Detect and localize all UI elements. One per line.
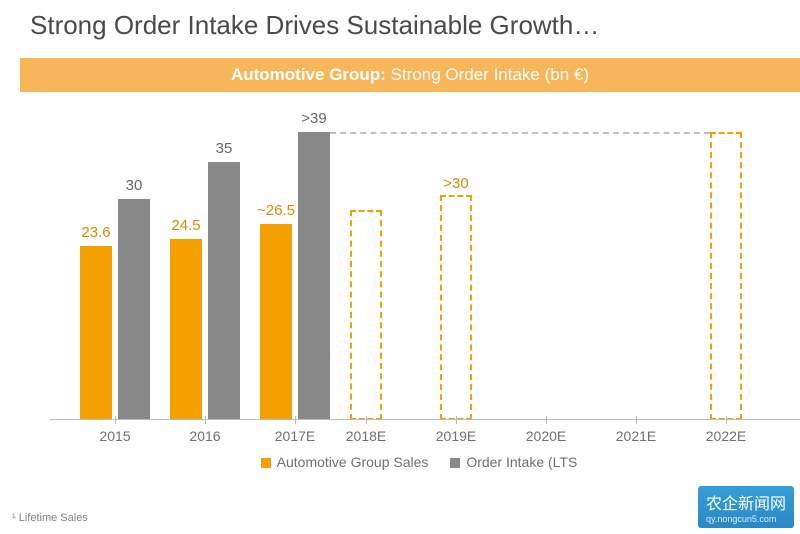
axis-tick: [456, 416, 457, 424]
axis-label: 2017E: [275, 428, 315, 444]
guide-line: [330, 132, 710, 134]
bar-projection: >30: [440, 195, 472, 420]
axis-label: 2021E: [616, 428, 656, 444]
bar-sales: 23.6: [80, 246, 112, 420]
bar-order: >39: [298, 132, 330, 420]
x-axis: 201520162017E2018E2019E2020E2021E2022E: [50, 419, 800, 420]
bar-order: 30: [118, 199, 150, 420]
axis-label: 2022E: [706, 428, 746, 444]
legend-label-order: Order Intake (LTS: [466, 454, 577, 470]
axis-label: 2018E: [346, 428, 386, 444]
bar-order: 35: [208, 162, 240, 420]
bar-label: 35: [216, 140, 233, 157]
chart-area: 23.63024.535~26.5>39>30 201520162017E201…: [20, 110, 800, 470]
legend-swatch-orange: [261, 458, 271, 468]
bar-label: 30: [126, 177, 143, 194]
chart-banner: Automotive Group: Strong Order Intake (b…: [20, 58, 800, 92]
axis-label: 2016: [189, 428, 220, 444]
legend-label-sales: Automotive Group Sales: [277, 454, 429, 470]
axis-label: 2015: [99, 428, 130, 444]
watermark-main: 农企新闻网: [706, 496, 786, 513]
banner-bold: Automotive Group:: [231, 65, 386, 84]
bar-projection: [710, 132, 742, 420]
banner-rest: Strong Order Intake (bn €): [386, 65, 589, 84]
bar-label: 23.6: [81, 224, 110, 241]
bar-label: >30: [443, 175, 468, 192]
bar-sales: ~26.5: [260, 224, 292, 420]
axis-tick: [115, 416, 116, 424]
legend: Automotive Group Sales Order Intake (LTS: [20, 454, 800, 470]
watermark: 农企新闻网 qy.nongcun5.com: [698, 486, 794, 528]
watermark-sub: qy.nongcun5.com: [706, 514, 786, 524]
axis-tick: [205, 416, 206, 424]
axis-label: 2020E: [526, 428, 566, 444]
bar-label: ~26.5: [257, 202, 295, 219]
bar-projection: [350, 210, 382, 420]
legend-swatch-gray: [450, 458, 460, 468]
axis-tick: [546, 416, 547, 424]
page-title: Strong Order Intake Drives Sustainable G…: [30, 10, 599, 41]
bar-label: 24.5: [171, 217, 200, 234]
bar-sales: 24.5: [170, 239, 202, 420]
plot-area: 23.63024.535~26.5>39>30: [50, 110, 800, 420]
axis-tick: [726, 416, 727, 424]
axis-label: 2019E: [436, 428, 476, 444]
axis-tick: [636, 416, 637, 424]
footnote: ¹ Lifetime Sales: [12, 512, 88, 524]
axis-tick: [366, 416, 367, 424]
bar-label: >39: [301, 110, 326, 127]
axis-tick: [295, 416, 296, 424]
